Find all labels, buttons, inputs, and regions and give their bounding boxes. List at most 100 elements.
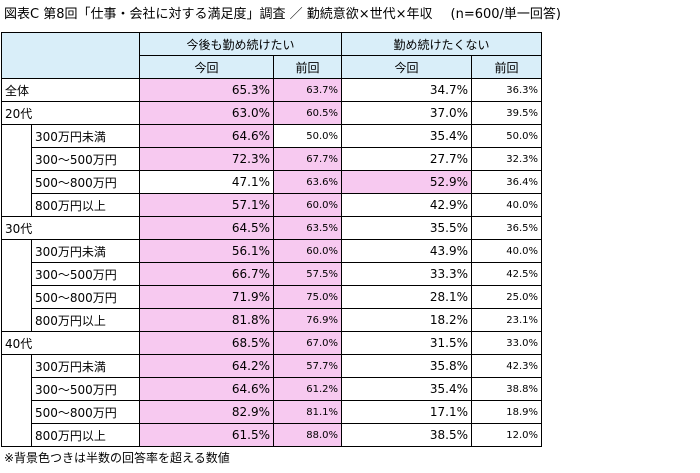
continue-previous-value: 67.0%	[273, 331, 342, 355]
sample-size-text: (n=600/単一回答)	[450, 7, 561, 22]
continue-current-value: 71.9%	[139, 285, 274, 309]
continue-previous-value: 57.5%	[273, 262, 342, 286]
row-label: 800万円以上	[31, 193, 140, 217]
continue-previous-value: 63.6%	[273, 170, 342, 194]
continue-previous-value: 67.7%	[273, 147, 342, 171]
continue-current-value: 72.3%	[139, 147, 274, 171]
continue-current-value: 66.7%	[139, 262, 274, 286]
continue-current-value: 63.0%	[139, 101, 274, 125]
not-continue-current-value: 18.2%	[341, 308, 472, 332]
not-continue-current-value: 17.1%	[341, 400, 472, 424]
indent-cell	[1, 147, 32, 171]
not-continue-current-value: 31.5%	[341, 331, 472, 355]
page-title: 図表C 第8回「仕事・会社に対する満足度」調査 ／ 勤続意欲×世代×年収 (n=6…	[4, 2, 561, 28]
footnote: ※背景色つきは半数の回答率を超える数値	[4, 451, 230, 465]
indent-cell	[1, 170, 32, 194]
table-row-group: 全体 65.3% 63.7% 34.7% 36.3%	[1, 78, 542, 102]
not-continue-current-value: 34.7%	[341, 78, 472, 102]
not-continue-previous-value: 36.3%	[471, 78, 542, 102]
row-label: 40代	[1, 331, 140, 355]
table-row: 800万円以上 57.1% 60.0% 42.9% 40.0%	[1, 193, 542, 217]
table-row: 800万円以上 81.8% 76.9% 18.2% 23.1%	[1, 308, 542, 332]
table-row: 500～800万円 82.9% 81.1% 17.1% 18.9%	[1, 400, 542, 424]
continue-previous-value: 61.2%	[273, 377, 342, 401]
not-continue-previous-value: 36.5%	[471, 216, 542, 240]
continue-previous-value: 57.7%	[273, 354, 342, 378]
not-continue-previous-value: 39.5%	[471, 101, 542, 125]
not-continue-previous-value: 50.0%	[471, 124, 542, 148]
not-continue-previous-value: 12.0%	[471, 423, 542, 447]
header-continue: 今後も勤め続けたい	[139, 32, 342, 56]
continue-previous-value: 60.5%	[273, 101, 342, 125]
table-row: 800万円以上 61.5% 88.0% 38.5% 12.0%	[1, 423, 542, 447]
continue-current-value: 65.3%	[139, 78, 274, 102]
continue-previous-value: 50.0%	[273, 124, 342, 148]
continue-current-value: 47.1%	[139, 170, 274, 194]
not-continue-previous-value: 33.0%	[471, 331, 542, 355]
indent-cell	[1, 400, 32, 424]
not-continue-current-value: 28.1%	[341, 285, 472, 309]
header-row-groups: 今後も勤め続けたい 勤め続けたくない	[1, 32, 542, 79]
header-previous: 前回	[273, 55, 342, 79]
indent-cell	[1, 239, 32, 263]
indent-cell	[1, 285, 32, 309]
table-row: 300～500万円 72.3% 67.7% 27.7% 32.3%	[1, 147, 542, 171]
indent-cell	[1, 262, 32, 286]
table-row: 300～500万円 66.7% 57.5% 33.3% 42.5%	[1, 262, 542, 286]
row-label: 300万円未満	[31, 239, 140, 263]
not-continue-current-value: 35.4%	[341, 124, 472, 148]
continue-previous-value: 76.9%	[273, 308, 342, 332]
indent-cell	[1, 308, 32, 332]
not-continue-previous-value: 38.8%	[471, 377, 542, 401]
indent-cell	[1, 193, 32, 217]
continue-previous-value: 88.0%	[273, 423, 342, 447]
not-continue-current-value: 27.7%	[341, 147, 472, 171]
row-label: 300～500万円	[31, 147, 140, 171]
continue-previous-value: 60.0%	[273, 193, 342, 217]
not-continue-previous-value: 40.0%	[471, 239, 542, 263]
row-label: 20代	[1, 101, 140, 125]
row-label: 300～500万円	[31, 377, 140, 401]
not-continue-current-value: 37.0%	[341, 101, 472, 125]
not-continue-previous-value: 40.0%	[471, 193, 542, 217]
indent-cell	[1, 377, 32, 401]
continue-previous-value: 63.5%	[273, 216, 342, 240]
not-continue-current-value: 52.9%	[341, 170, 472, 194]
row-label: 300万円未満	[31, 354, 140, 378]
continue-current-value: 68.5%	[139, 331, 274, 355]
not-continue-previous-value: 18.9%	[471, 400, 542, 424]
header-current: 今回	[139, 55, 274, 79]
row-label: 800万円以上	[31, 423, 140, 447]
continue-current-value: 81.8%	[139, 308, 274, 332]
row-label: 300～500万円	[31, 262, 140, 286]
row-label: 500～800万円	[31, 285, 140, 309]
table-row-group: 40代 68.5% 67.0% 31.5% 33.0%	[1, 331, 542, 355]
row-label: 30代	[1, 216, 140, 240]
continue-previous-value: 63.7%	[273, 78, 342, 102]
continue-current-value: 56.1%	[139, 239, 274, 263]
header-previous: 前回	[471, 55, 542, 79]
row-label: 500～800万円	[31, 170, 140, 194]
row-label: 全体	[1, 78, 140, 102]
not-continue-previous-value: 32.3%	[471, 147, 542, 171]
row-label: 800万円以上	[31, 308, 140, 332]
header-row-periods: 今回 前回 今回 前回	[2, 55, 542, 79]
not-continue-current-value: 35.4%	[341, 377, 472, 401]
table-row: 300～500万円 64.6% 61.2% 35.4% 38.8%	[1, 377, 542, 401]
title-text: 図表C 第8回「仕事・会社に対する満足度」調査 ／ 勤続意欲×世代×年収	[4, 7, 433, 22]
row-label: 300万円未満	[31, 124, 140, 148]
header-corner-cell	[1, 32, 140, 79]
row-label: 500～800万円	[31, 400, 140, 424]
not-continue-previous-value: 25.0%	[471, 285, 542, 309]
header-current: 今回	[341, 55, 472, 79]
table-row-group: 30代 64.5% 63.5% 35.5% 36.5%	[1, 216, 542, 240]
not-continue-previous-value: 42.3%	[471, 354, 542, 378]
not-continue-current-value: 38.5%	[341, 423, 472, 447]
continue-current-value: 64.5%	[139, 216, 274, 240]
table-row: 300万円未満 64.6% 50.0% 35.4% 50.0%	[1, 124, 542, 148]
table-row: 500～800万円 47.1% 63.6% 52.9% 36.4%	[1, 170, 542, 194]
continue-current-value: 61.5%	[139, 423, 274, 447]
table-row: 300万円未満 64.2% 57.7% 35.8% 42.3%	[1, 354, 542, 378]
continue-current-value: 82.9%	[139, 400, 274, 424]
indent-cell	[1, 423, 32, 447]
